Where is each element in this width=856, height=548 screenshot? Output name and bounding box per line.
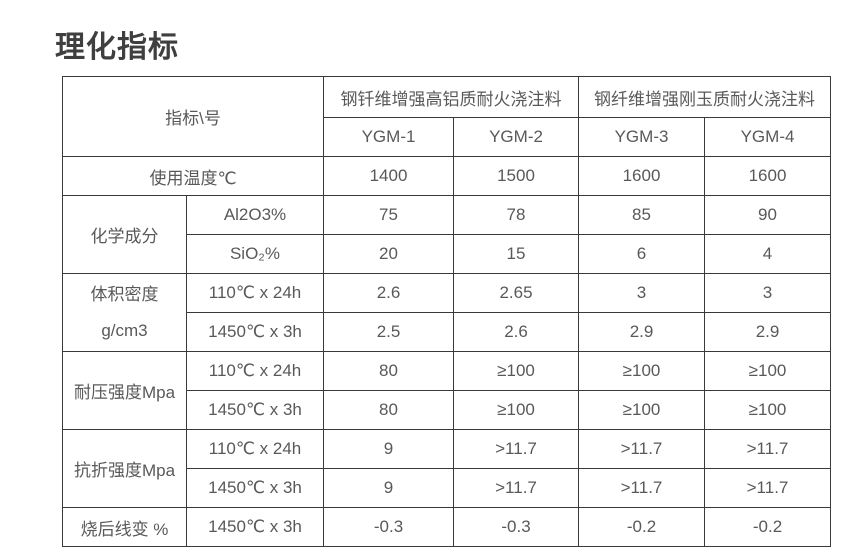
table-row: 使用温度℃ 1400 1500 1600 1600 <box>61 156 832 196</box>
value-cell: 3 <box>704 273 832 313</box>
value-cell: 15 <box>453 234 580 274</box>
value-cell: 90 <box>704 195 832 235</box>
row-label-density: 体积密度 g/cm3 <box>62 273 187 352</box>
value-cell: -0.3 <box>323 507 455 547</box>
row-label-density-line2: g/cm3 <box>101 320 148 340</box>
corner-cell: 指标\号 <box>61 76 325 157</box>
value-cell: 2.6 <box>323 273 455 313</box>
table-row: 化学成分 Al2O3% 75 78 85 90 <box>62 195 832 274</box>
value-cell: >11.7 <box>578 429 706 469</box>
table-row: 烧后线变 % 1450℃ x 3h -0.3 -0.3 -0.2 -0.2 <box>62 507 832 547</box>
value-cell: >11.7 <box>704 468 832 508</box>
group-header-high-alumina: 钢钎维增强高铝质耐火浇注料 <box>323 76 580 118</box>
value-cell: ≥100 <box>578 351 706 391</box>
condition-cell: SiO₂% <box>185 234 325 274</box>
value-cell: 2.9 <box>578 312 706 352</box>
value-cell: 85 <box>578 195 706 235</box>
row-label-usage-temp: 使用温度℃ <box>61 156 325 196</box>
condition-cell: 110℃ x 24h <box>185 273 325 313</box>
model-header-ygm3: YGM-3 <box>578 117 706 157</box>
value-cell: >11.7 <box>453 468 580 508</box>
value-cell: -0.2 <box>578 507 706 547</box>
value-cell: 20 <box>323 234 455 274</box>
row-label-linear-change: 烧后线变 % <box>62 507 187 547</box>
spec-table: 指标\号 钢钎维增强高铝质耐火浇注料 钢纤维增强刚玉质耐火浇注料 YGM-1 Y… <box>61 76 832 547</box>
value-cell: >11.7 <box>453 429 580 469</box>
value-cell: 2.6 <box>453 312 580 352</box>
value-cell: ≥100 <box>453 390 580 430</box>
value-cell: >11.7 <box>578 468 706 508</box>
condition-cell: 1450℃ x 3h <box>185 507 325 547</box>
table-row: YGM-1 YGM-2 YGM-3 YGM-4 <box>63 117 832 157</box>
row-label-density-line1: 体积密度 <box>90 284 159 304</box>
condition-cell: 110℃ x 24h <box>185 429 325 469</box>
condition-cell: 1450℃ x 3h <box>185 312 325 352</box>
model-header-ygm4: YGM-4 <box>704 117 832 157</box>
value-cell: 3 <box>578 273 706 313</box>
value-cell: 9 <box>323 429 455 469</box>
row-label-flexural: 抗折强度Mpa <box>62 429 187 508</box>
row-label-chemical: 化学成分 <box>62 195 187 274</box>
value-cell: 9 <box>323 468 455 508</box>
value-cell: 80 <box>323 351 455 391</box>
table-row: 1450℃ x 3h 80 ≥100 ≥100 ≥100 <box>63 390 832 430</box>
table-row: 1450℃ x 3h 9 >11.7 >11.7 >11.7 <box>63 468 832 508</box>
value-cell: 1500 <box>453 156 580 196</box>
value-cell: >11.7 <box>704 429 832 469</box>
condition-cell: Al2O3% <box>185 195 325 235</box>
value-cell: 2.5 <box>323 312 455 352</box>
value-cell: 4 <box>704 234 832 274</box>
value-cell: 2.65 <box>453 273 580 313</box>
value-cell: ≥100 <box>453 351 580 391</box>
value-cell: 75 <box>323 195 455 235</box>
value-cell: 78 <box>453 195 580 235</box>
value-cell: -0.2 <box>704 507 832 547</box>
value-cell: -0.3 <box>453 507 580 547</box>
value-cell: 1600 <box>578 156 706 196</box>
page-title: 理化指标 <box>55 31 179 64</box>
value-cell: 2.9 <box>704 312 832 352</box>
table-row: SiO₂% 20 15 6 4 <box>63 234 832 274</box>
condition-cell: 1450℃ x 3h <box>185 468 325 508</box>
value-cell: 6 <box>578 234 706 274</box>
value-cell: ≥100 <box>578 390 706 430</box>
value-cell: 80 <box>323 390 455 430</box>
table-row: 体积密度 g/cm3 110℃ x 24h 2.6 2.65 3 3 <box>62 273 832 352</box>
model-header-ygm2: YGM-2 <box>453 117 580 157</box>
table-row: 指标\号 钢钎维增强高铝质耐火浇注料 钢纤维增强刚玉质耐火浇注料 <box>61 76 832 157</box>
table-row: 耐压强度Mpa 110℃ x 24h 80 ≥100 ≥100 ≥100 <box>62 351 832 430</box>
value-cell: ≥100 <box>704 351 832 391</box>
group-header-corundum: 钢纤维增强刚玉质耐火浇注料 <box>578 76 832 118</box>
value-cell: 1400 <box>323 156 455 196</box>
condition-cell: 110℃ x 24h <box>185 351 325 391</box>
model-header-ygm1: YGM-1 <box>323 117 455 157</box>
condition-cell: 1450℃ x 3h <box>185 390 325 430</box>
table-row: 抗折强度Mpa 110℃ x 24h 9 >11.7 >11.7 >11.7 <box>62 429 832 508</box>
value-cell: ≥100 <box>704 390 832 430</box>
value-cell: 1600 <box>704 156 832 196</box>
row-label-compressive: 耐压强度Mpa <box>62 351 187 430</box>
